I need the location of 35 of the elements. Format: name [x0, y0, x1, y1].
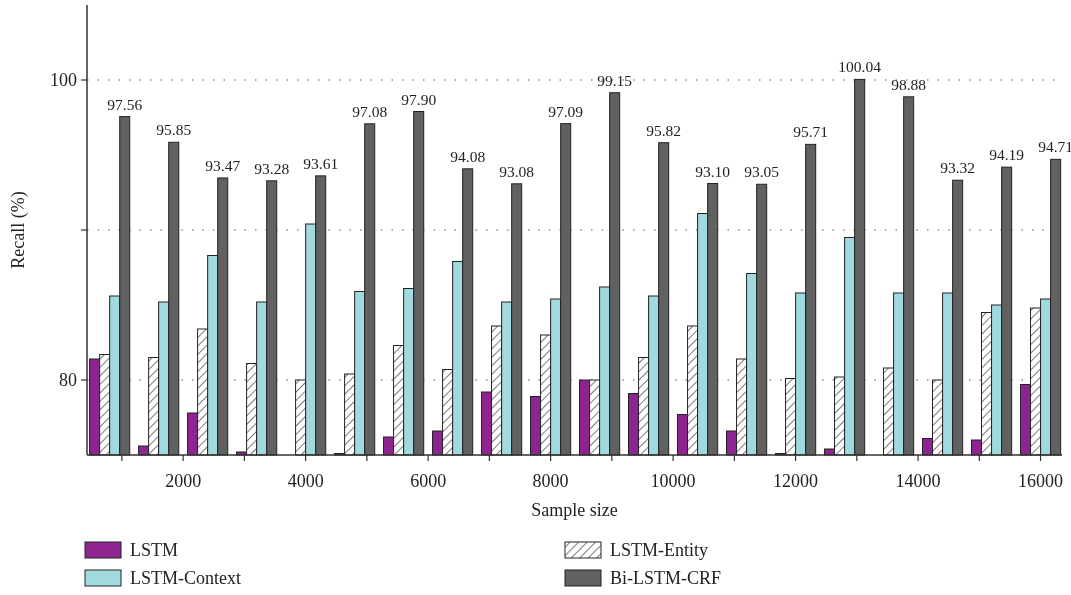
data-label: 94.19 — [989, 146, 1025, 164]
x-tick-label: 6000 — [410, 471, 447, 491]
data-label: 93.28 — [254, 159, 290, 177]
x-tick-label: 16000 — [1018, 471, 1064, 491]
y-axis-title: Recall (%) — [8, 191, 29, 269]
data-label: 93.05 — [744, 163, 780, 181]
data-label: 95.85 — [156, 121, 192, 139]
legend-label: LSTM — [130, 540, 179, 561]
y-tick-label: 100 — [50, 70, 77, 91]
x-axis-title: Sample size — [531, 500, 618, 520]
x-tick-label: 10000 — [650, 471, 696, 491]
data-label: 93.10 — [695, 162, 731, 180]
data-label: 97.56 — [107, 95, 143, 113]
x-tick-label: 8000 — [532, 471, 569, 491]
data-label: 93.61 — [303, 154, 339, 172]
x-tick-label: 2000 — [165, 471, 202, 491]
data-label: 94.08 — [450, 147, 486, 165]
x-tick-label: 4000 — [287, 471, 324, 491]
data-label: 93.47 — [205, 156, 241, 174]
legend-label: LSTM-Context — [130, 568, 241, 589]
data-label: 95.82 — [646, 121, 682, 139]
data-label: 99.15 — [597, 71, 633, 89]
data-label: 93.08 — [499, 162, 535, 180]
data-label: 100.04 — [838, 58, 882, 76]
data-label: 97.08 — [352, 102, 388, 120]
data-label: 98.88 — [891, 75, 927, 93]
x-tick-label: 12000 — [773, 471, 819, 491]
legend-label: Bi-LSTM-CRF — [610, 568, 722, 589]
data-label: 97.09 — [548, 102, 584, 120]
y-tick-label: 80 — [59, 370, 77, 391]
data-label: 97.90 — [401, 90, 437, 108]
legend-label: LSTM-Entity — [610, 540, 708, 561]
data-label: 95.71 — [793, 123, 829, 141]
data-label: 93.32 — [940, 159, 976, 177]
x-tick-label: 14000 — [895, 471, 941, 491]
